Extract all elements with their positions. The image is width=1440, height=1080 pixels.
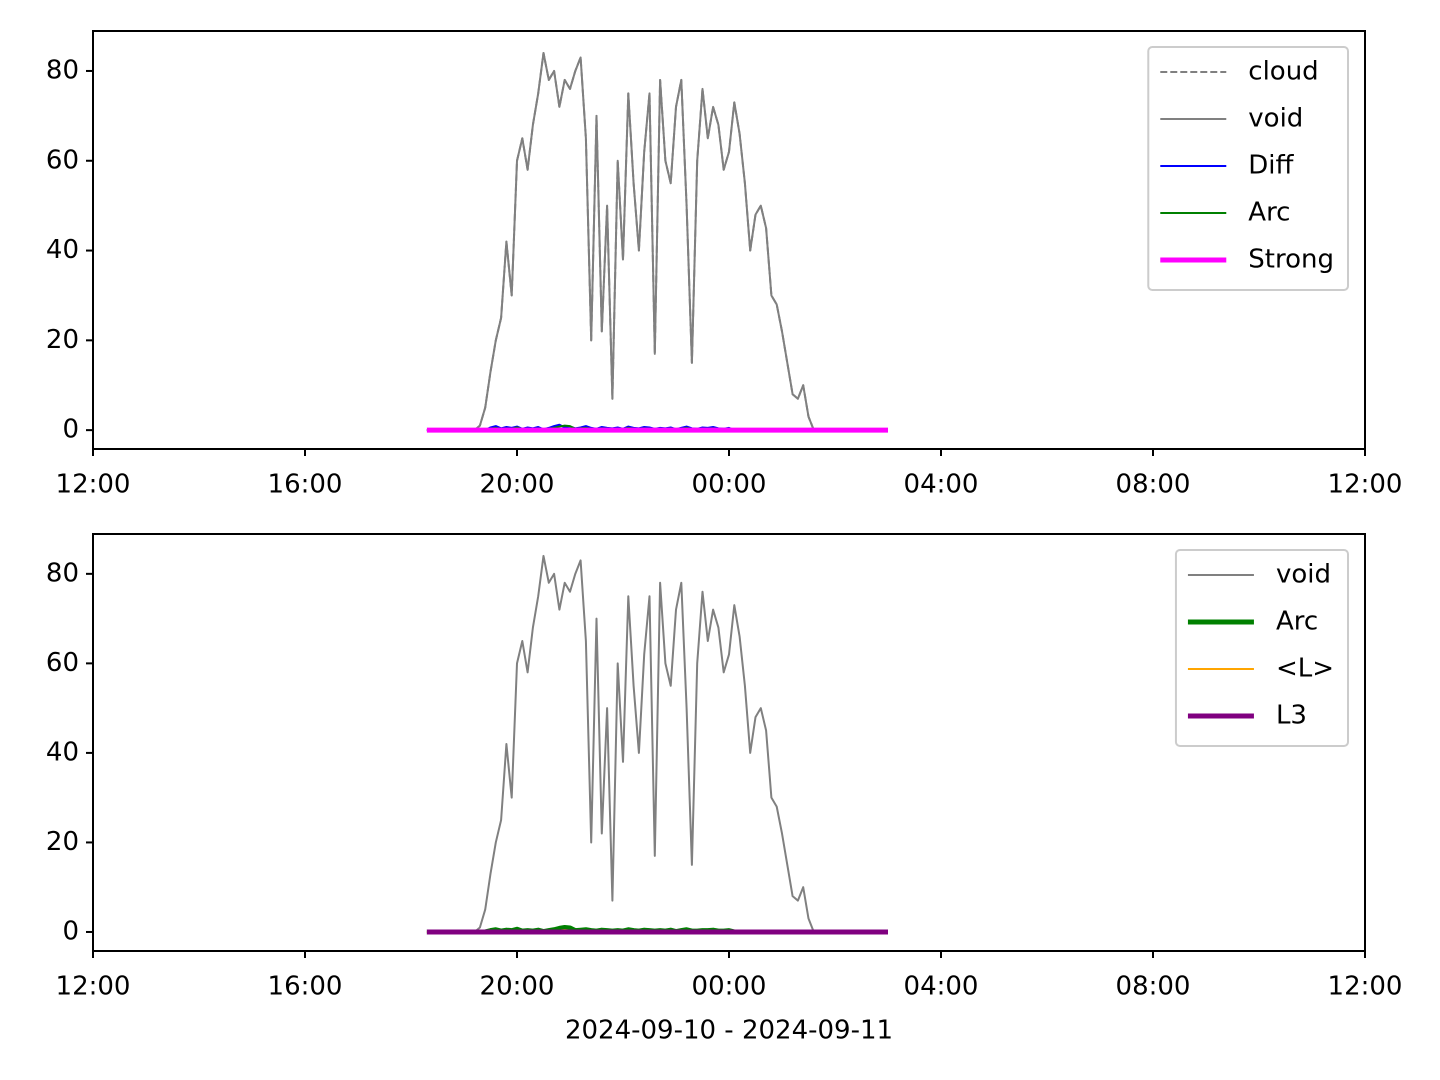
y-tick-label: 20 xyxy=(46,827,79,857)
legend-label: void xyxy=(1276,560,1331,590)
y-tick-label: 60 xyxy=(46,648,79,678)
legend-label: L3 xyxy=(1276,701,1307,731)
y-tick-label: 80 xyxy=(46,55,79,85)
legend-label: void xyxy=(1248,104,1303,134)
y-tick-label: 60 xyxy=(46,145,79,175)
legend-label: Strong xyxy=(1248,245,1334,275)
y-tick-label: 0 xyxy=(62,415,79,445)
legend-label: Diff xyxy=(1248,151,1294,181)
x-tick-label: 12:00 xyxy=(1328,972,1403,1002)
legend-label: Arc xyxy=(1276,607,1318,637)
plot-area xyxy=(426,52,888,433)
x-tick-label: 08:00 xyxy=(1116,470,1191,500)
x-tick-label: 12:00 xyxy=(1328,470,1403,500)
y-tick-label: 0 xyxy=(62,916,79,946)
line-series xyxy=(426,554,888,933)
x-tick-label: 00:00 xyxy=(692,470,767,500)
legend-box xyxy=(1147,46,1349,291)
x-axis-label: 2024-09-10 - 2024-09-11 xyxy=(565,1016,893,1046)
x-tick-label: 16:00 xyxy=(268,972,343,1002)
x-tick-label: 04:00 xyxy=(904,972,979,1002)
legend: void Arc <L> L3 xyxy=(1174,549,1349,747)
y-tick-label: 80 xyxy=(46,558,79,588)
x-tick-label: 12:00 xyxy=(56,470,131,500)
legend: cloud void Diff Arc Strong xyxy=(1147,46,1349,291)
x-tick-label: 20:00 xyxy=(480,972,555,1002)
x-tick-label: 16:00 xyxy=(268,470,343,500)
legend-label: cloud xyxy=(1248,57,1318,87)
legend-label: Arc xyxy=(1248,198,1290,228)
line-series xyxy=(426,52,888,432)
plot-area xyxy=(426,554,888,935)
y-tick-label: 20 xyxy=(46,325,79,355)
axes: 0 20 40 60 80 12:00 16:00 20:00 00:00 04:00 08:00 1… xyxy=(46,30,1403,500)
legend-label: <L> xyxy=(1276,654,1334,684)
x-tick-label: 20:00 xyxy=(480,470,555,500)
axes-frame xyxy=(92,533,1366,952)
y-tick-label: 40 xyxy=(46,737,79,767)
axes: 0 20 40 60 80 12:00 16:00 20:00 00:00 04:00 08:00 1… xyxy=(46,533,1403,1046)
y-tick-label: 40 xyxy=(46,235,79,265)
x-tick-label: 08:00 xyxy=(1116,972,1191,1002)
x-tick-label: 04:00 xyxy=(904,470,979,500)
x-tick-label: 12:00 xyxy=(56,972,131,1002)
legend-box xyxy=(1174,549,1349,747)
x-tick-label: 00:00 xyxy=(692,972,767,1002)
